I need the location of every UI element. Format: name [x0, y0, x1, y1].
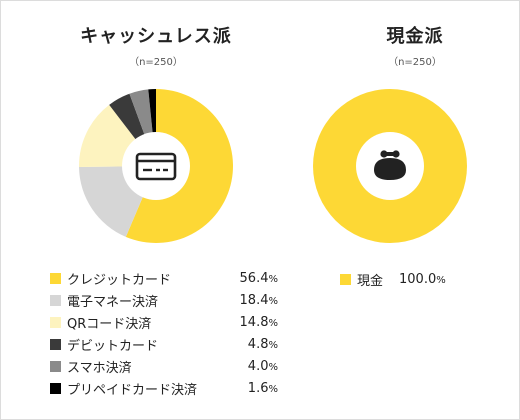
cashless-title: キャッシュレス派 [80, 26, 232, 47]
cash-panel: 現金派 （n=250） 現金 100.0% [310, 0, 520, 420]
legend-label: プリペイドカード決済 [67, 382, 198, 398]
cash-legend-swatch [340, 274, 351, 285]
legend-label: デビットカード [67, 338, 159, 354]
cash-donut-chart [313, 89, 467, 243]
legend-value: 1.6% [247, 380, 278, 396]
legend-item: QRコード決済 14.8% [50, 312, 278, 332]
cash-legend-value: 100.0% [399, 272, 446, 287]
legend-item: スマホ決済 4.0% [50, 356, 278, 376]
legend-swatch [50, 382, 61, 394]
legend-value: 4.8% [247, 336, 278, 352]
legend-value: 56.4% [239, 270, 278, 286]
legend-value: 14.8% [239, 314, 278, 330]
credit-card-icon [135, 152, 177, 181]
legend-item: デビットカード 4.8% [50, 334, 278, 354]
legend-swatch [50, 338, 61, 350]
cashless-sample-size: （n=250） [129, 57, 183, 68]
legend-item: クレジットカード 56.4% [50, 268, 278, 288]
legend-value: 18.4% [239, 292, 278, 308]
cashless-legend: クレジットカード 56.4% 電子マネー決済 18.4% QRコード決済 14.8% デビッ… [50, 268, 290, 398]
cash-legend: 現金 100.0% [340, 270, 446, 289]
legend-swatch [50, 316, 61, 328]
legend-item: プリペイドカード決済 1.6% [50, 378, 278, 398]
legend-label: スマホ決済 [67, 360, 132, 376]
legend-swatch [50, 294, 61, 306]
legend-swatch [50, 360, 61, 372]
cash-title: 現金派 [386, 26, 444, 47]
cash-legend-label: 現金 [357, 274, 384, 289]
cashless-donut-chart [79, 89, 233, 244]
legend-label: 電子マネー決済 [67, 294, 159, 310]
legend-value: 4.0% [247, 358, 278, 374]
legend-label: クレジットカード [67, 272, 172, 288]
legend-swatch [50, 272, 61, 284]
coin-purse-icon [374, 150, 406, 180]
legend-label: QRコード決済 [67, 316, 152, 332]
legend-item: 電子マネー決済 18.4% [50, 290, 278, 310]
donut-hole [122, 132, 190, 200]
cashless-panel: キャッシュレス派 （n=250） [80, 26, 232, 68]
cash-sample-size: （n=250） [388, 57, 442, 68]
